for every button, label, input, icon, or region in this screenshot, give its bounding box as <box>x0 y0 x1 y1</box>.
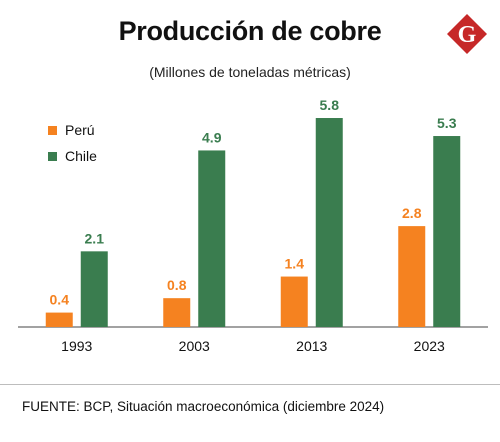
chart-title: Producción de cobre <box>118 16 382 46</box>
x-tick-label: 2023 <box>414 338 445 354</box>
data-label: 0.8 <box>167 277 187 293</box>
data-label: 0.4 <box>50 292 70 308</box>
data-label: 2.8 <box>402 205 422 221</box>
bar-peru-1993 <box>45 312 73 327</box>
data-label: 5.8 <box>320 97 340 113</box>
bar-peru-2023 <box>398 226 426 327</box>
bar-peru-2013 <box>280 276 308 327</box>
x-tick-label: 2013 <box>296 338 327 354</box>
legend-swatch-peru <box>48 126 57 135</box>
bar-peru-2003 <box>163 298 191 327</box>
logo-diamond <box>447 14 487 54</box>
legend-swatch-chile <box>48 152 57 161</box>
legend-label: Chile <box>65 148 97 164</box>
data-label: 5.3 <box>437 115 457 131</box>
g-diamond-logo-icon: G <box>447 14 487 54</box>
bar-chile-1993 <box>80 251 108 327</box>
x-tick-label: 2003 <box>179 338 210 354</box>
data-label: 1.4 <box>285 256 305 272</box>
logo-letter: G <box>458 22 477 48</box>
footer-divider <box>0 384 500 385</box>
legend-label: Perú <box>65 122 95 138</box>
data-label: 4.9 <box>202 129 222 145</box>
bar-chile-2013 <box>315 118 343 328</box>
bar-chile-2023 <box>433 136 461 327</box>
source-note: FUENTE: BCP, Situación macroeconómica (d… <box>22 399 385 414</box>
bar-chile-2003 <box>198 150 226 327</box>
x-tick-label: 1993 <box>61 338 92 354</box>
bar-chart: 0.4 2.1 1993 0.8 4.9 2003 1.4 5.8 2013 2.8 5.3 2023… <box>18 97 488 354</box>
data-label: 2.1 <box>85 230 105 246</box>
chart-subtitle: (Millones de toneladas métricas) <box>149 64 351 80</box>
